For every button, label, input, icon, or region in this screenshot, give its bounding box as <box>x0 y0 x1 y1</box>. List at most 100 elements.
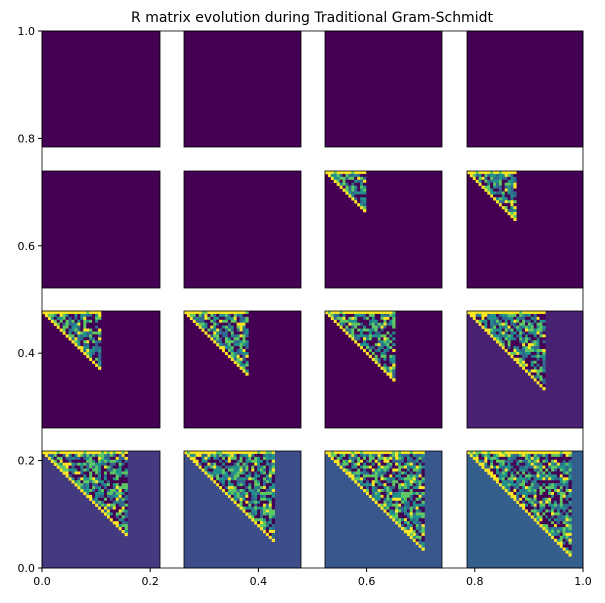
heatmap-cell <box>380 474 384 478</box>
heatmap-cell <box>513 489 517 493</box>
heatmap-cell <box>395 480 399 484</box>
heatmap-cell <box>554 456 558 461</box>
heatmap-cell <box>213 319 217 323</box>
y-tick-label: 0.6 <box>18 240 36 253</box>
heatmap-cell <box>469 173 474 178</box>
heatmap-cell <box>374 500 378 504</box>
heatmap-cell <box>490 182 494 186</box>
heatmap-cell <box>556 506 561 510</box>
heatmap-cell <box>412 459 416 463</box>
heatmap-cell <box>354 316 358 321</box>
heatmap-cell <box>92 316 96 321</box>
heatmap-cell <box>409 512 414 516</box>
heatmap-cell <box>478 182 482 186</box>
heatmap-cell <box>386 494 390 499</box>
heatmap-cell <box>493 316 497 321</box>
heatmap-cell <box>268 483 273 487</box>
heatmap-cell <box>536 512 540 516</box>
heatmap-cell <box>565 489 569 493</box>
heatmap-cell <box>383 451 387 455</box>
heatmap-cell <box>106 512 111 516</box>
heatmap-cell <box>74 483 78 487</box>
heatmap-cell <box>510 179 514 183</box>
heatmap-cell <box>86 328 90 332</box>
heatmap-cell <box>89 322 93 326</box>
heatmap-cell <box>222 451 226 455</box>
heatmap-cell <box>257 468 261 472</box>
heatmap-cell <box>106 456 111 461</box>
heatmap-cell <box>106 486 111 490</box>
heatmap-cell <box>562 506 566 510</box>
heatmap-cell <box>210 451 214 455</box>
heatmap-cell <box>377 465 381 469</box>
heatmap-cell <box>551 486 555 490</box>
heatmap-cell <box>493 465 497 469</box>
subplot-panel-14 <box>183 450 302 569</box>
heatmap-cell <box>374 360 378 364</box>
heatmap-cell <box>77 334 81 338</box>
heatmap-cell <box>542 328 546 332</box>
heatmap-cell <box>95 360 99 364</box>
heatmap-cell <box>389 351 393 356</box>
heatmap-cell <box>230 477 235 481</box>
heatmap-cell <box>74 325 78 329</box>
heatmap-cell <box>380 483 384 487</box>
heatmap-cell <box>421 524 425 528</box>
heatmap-cell <box>412 506 416 510</box>
heatmap-cell <box>262 515 267 519</box>
heatmap-cell <box>98 489 102 493</box>
heatmap-cell <box>525 451 529 455</box>
heatmap-cell <box>556 509 561 513</box>
heatmap-cell <box>230 316 235 321</box>
heatmap-cell <box>86 483 90 487</box>
heatmap-cell <box>380 322 384 326</box>
heatmap-cell <box>545 486 549 490</box>
heatmap-cell <box>260 524 264 528</box>
heatmap-cell <box>403 509 408 513</box>
heatmap-cell <box>333 319 337 323</box>
heatmap-cell <box>409 527 414 531</box>
heatmap-cell <box>380 451 384 455</box>
heatmap-cell <box>330 451 335 455</box>
heatmap-cell <box>380 456 384 461</box>
heatmap-cell <box>525 325 529 329</box>
heatmap-cell <box>222 325 226 329</box>
heatmap-cell <box>262 474 267 478</box>
heatmap-cell <box>86 456 90 461</box>
heatmap-cell <box>510 331 514 335</box>
heatmap-cell <box>210 477 214 481</box>
heatmap-cell <box>533 334 537 338</box>
heatmap-cell <box>354 334 358 338</box>
heatmap-cell <box>565 471 569 475</box>
heatmap-cell <box>504 322 508 326</box>
heatmap-cell <box>245 351 249 356</box>
heatmap-cell <box>115 465 119 469</box>
heatmap-cell <box>124 527 128 531</box>
heatmap-cell <box>559 538 563 542</box>
heatmap-cell <box>56 451 60 455</box>
heatmap-cell <box>504 349 508 353</box>
heatmap-cell <box>345 468 349 472</box>
heatmap-cell <box>71 337 75 341</box>
heatmap-cell <box>95 337 99 341</box>
heatmap-cell <box>245 494 249 499</box>
heatmap-cell <box>92 456 96 461</box>
heatmap-cell <box>98 351 102 356</box>
heatmap-cell <box>53 459 58 463</box>
heatmap-cell <box>380 491 384 496</box>
heatmap-cell <box>348 465 352 469</box>
heatmap-cell <box>392 340 396 344</box>
heatmap-cell <box>568 515 572 519</box>
heatmap-cell <box>493 173 497 178</box>
heatmap-cell <box>501 206 505 210</box>
subplot-panel-7 <box>324 170 443 289</box>
subplot-panel-13 <box>41 450 161 569</box>
heatmap-cell <box>92 465 96 469</box>
heatmap-cell <box>513 459 517 463</box>
heatmap-cell <box>510 322 514 326</box>
heatmap-cell <box>542 512 546 516</box>
heatmap-cell <box>383 465 387 469</box>
heatmap-cell <box>487 328 491 332</box>
heatmap-cell <box>565 491 569 496</box>
heatmap-cell <box>539 351 543 356</box>
